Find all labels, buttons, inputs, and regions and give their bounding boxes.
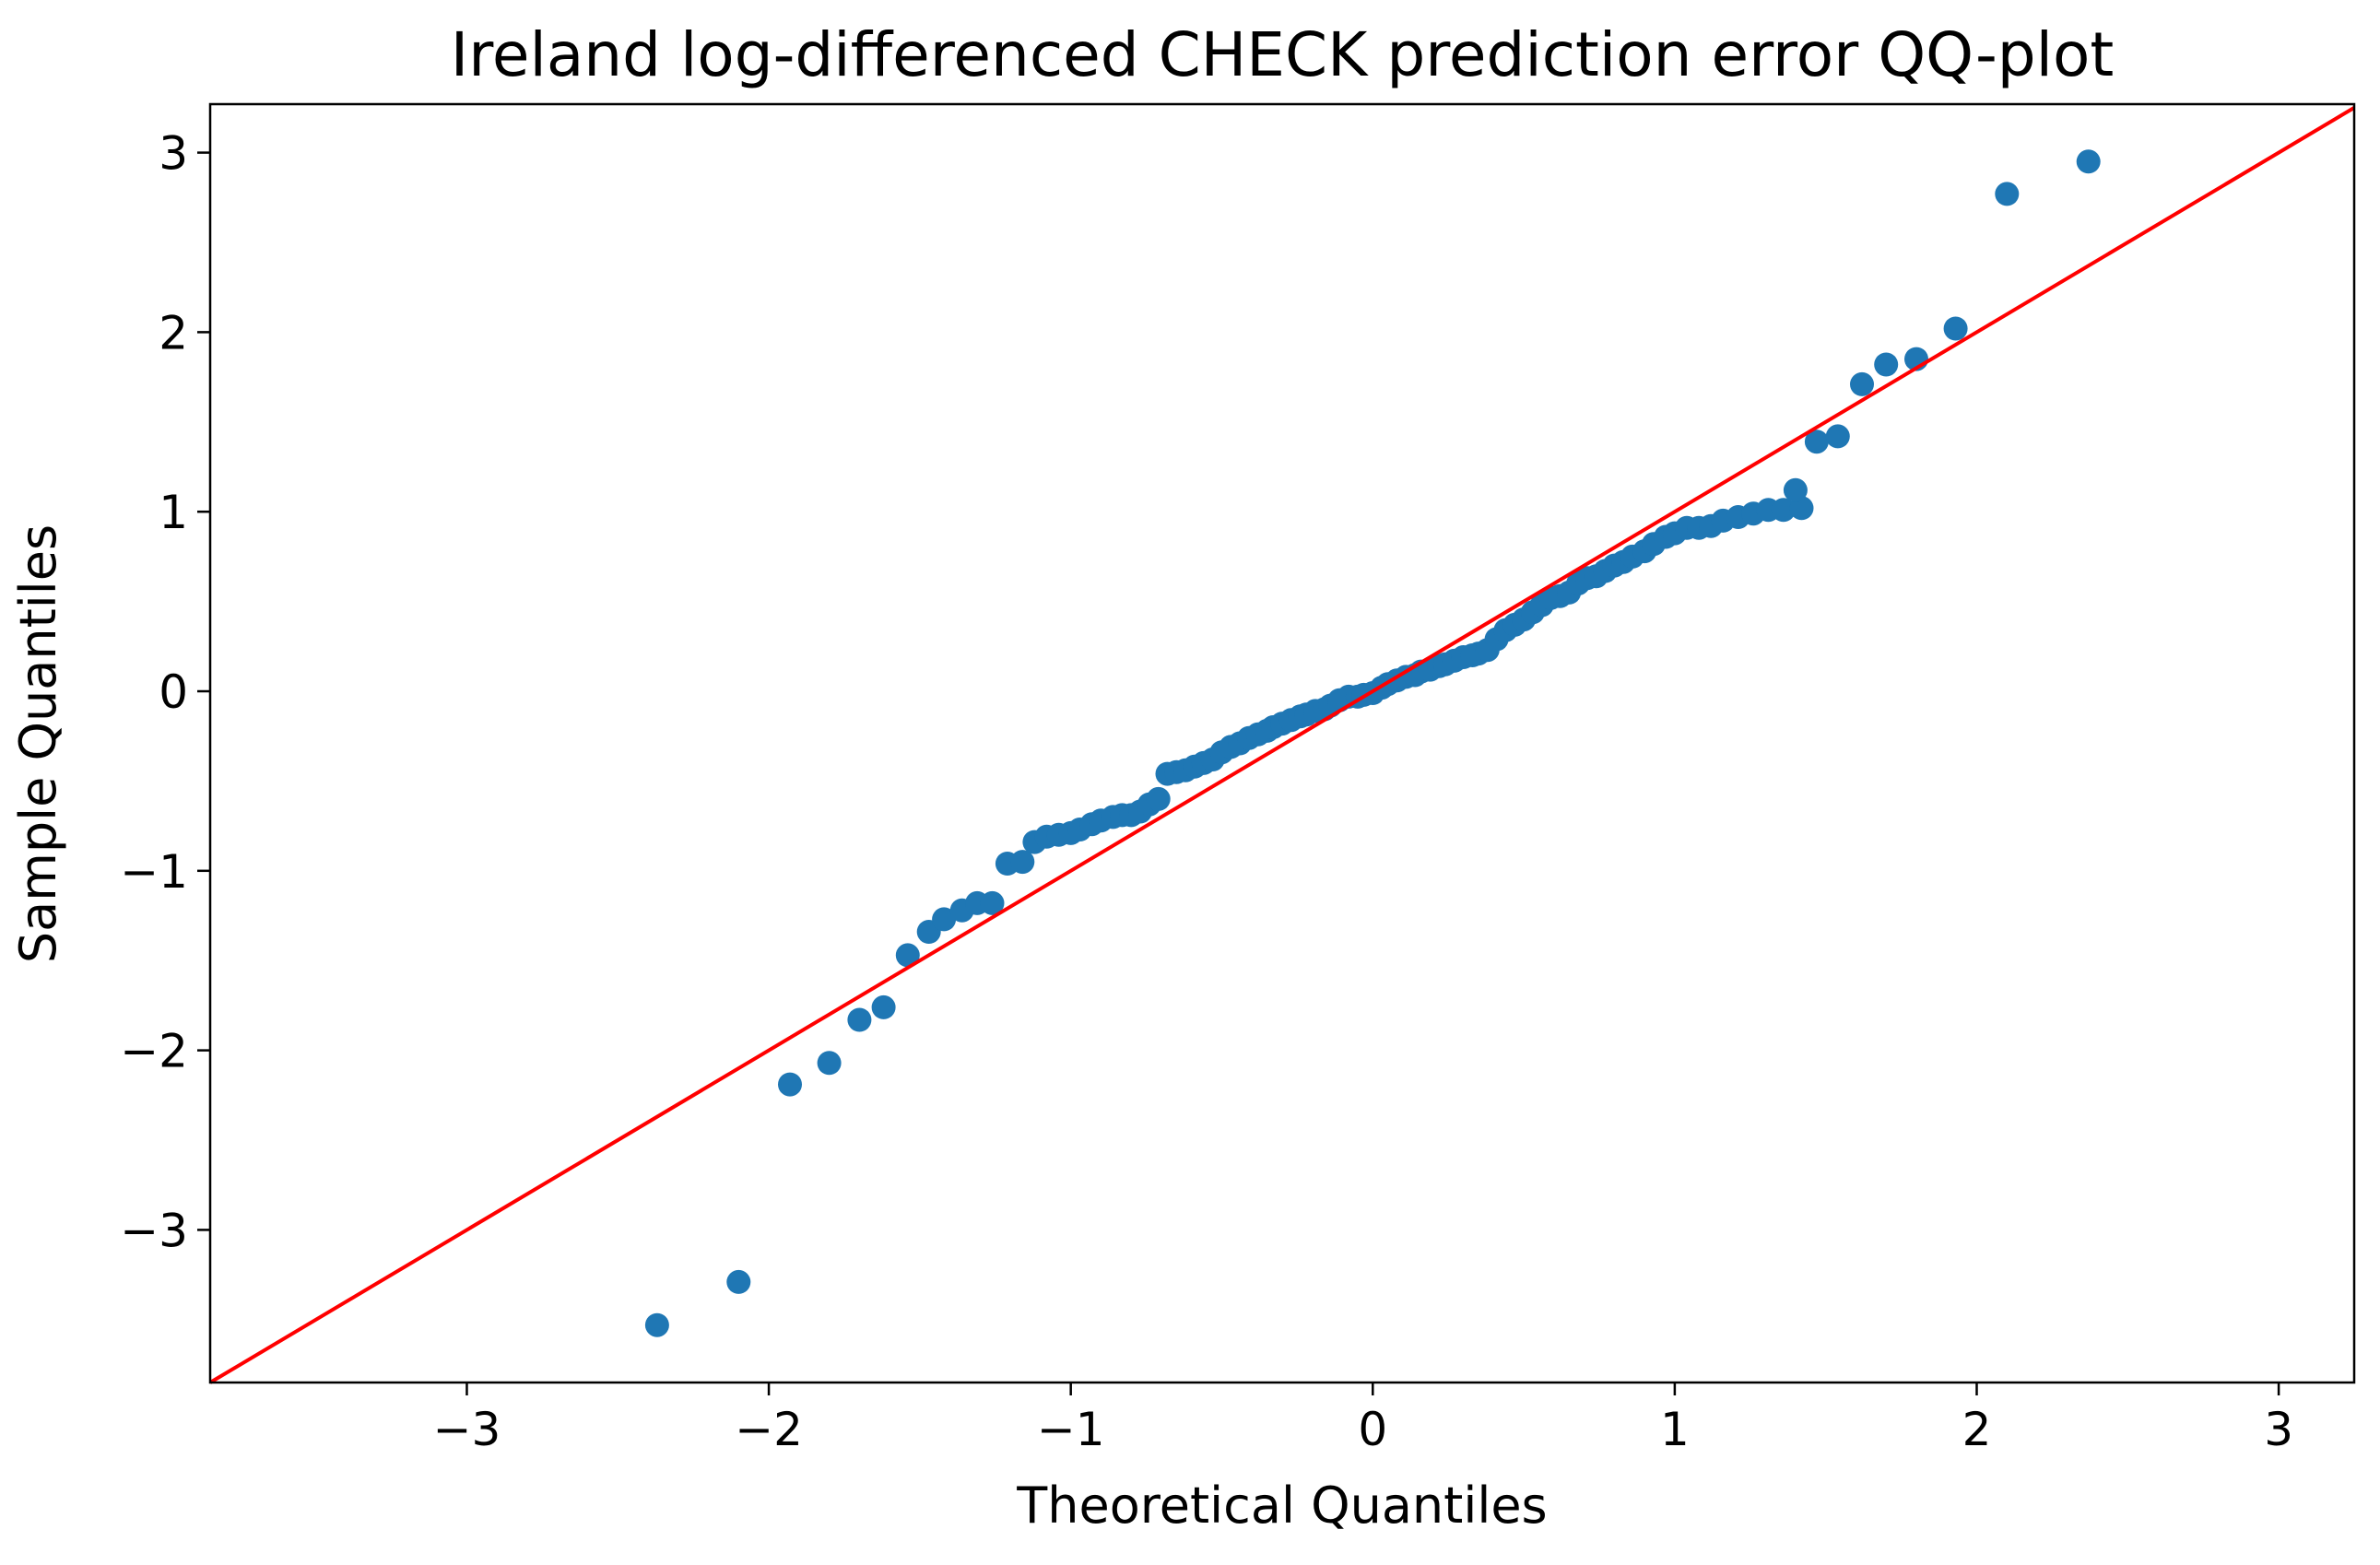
y-tick-label: 2	[159, 306, 188, 359]
data-point	[1804, 429, 1829, 454]
data-point	[1850, 371, 1874, 396]
data-point	[847, 1007, 872, 1032]
data-point	[1010, 850, 1035, 875]
y-axis-label: Sample Quantiles	[9, 524, 67, 963]
data-point	[895, 943, 920, 968]
x-tick-label: 1	[1660, 1403, 1690, 1456]
x-tick-label: −2	[735, 1403, 803, 1456]
data-point	[644, 1312, 669, 1337]
data-point	[1789, 496, 1814, 521]
ticks-layer: −3 −2 −1 0 1 2 3 −3 −2 −1 0 1 2 3	[120, 127, 2293, 1456]
chart-title: Ireland log-differenced CHECK prediction…	[451, 19, 2115, 90]
x-tick-label: −1	[1037, 1403, 1105, 1456]
x-axis-label: Theoretical Quantiles	[1016, 1477, 1547, 1535]
reference-line	[208, 106, 2356, 1384]
plot-layer	[208, 106, 2356, 1384]
data-point	[1874, 352, 1899, 377]
data-point	[1146, 786, 1171, 811]
x-tick-label: 3	[2264, 1403, 2293, 1456]
data-point	[778, 1072, 802, 1097]
data-point	[980, 890, 1005, 915]
y-tick-label: −2	[120, 1025, 188, 1078]
x-tick-label: 0	[1358, 1403, 1387, 1456]
data-point	[932, 907, 957, 932]
data-point	[871, 994, 896, 1019]
data-point	[2076, 149, 2101, 174]
data-point	[1943, 316, 1968, 341]
y-tick-label: 0	[159, 665, 188, 719]
x-tick-label: −3	[433, 1403, 501, 1456]
data-point	[1783, 477, 1808, 502]
data-point	[1825, 424, 1850, 449]
data-point	[817, 1051, 842, 1076]
y-tick-label: 3	[159, 127, 188, 181]
x-tick-label: 2	[1962, 1403, 1992, 1456]
data-point	[726, 1269, 751, 1294]
data-point	[1995, 182, 2020, 206]
data-point	[1771, 498, 1796, 523]
y-tick-label: −1	[120, 845, 188, 899]
y-tick-label: 1	[159, 486, 188, 539]
y-tick-label: −3	[120, 1204, 188, 1257]
plot-area-frame	[208, 102, 2356, 1384]
